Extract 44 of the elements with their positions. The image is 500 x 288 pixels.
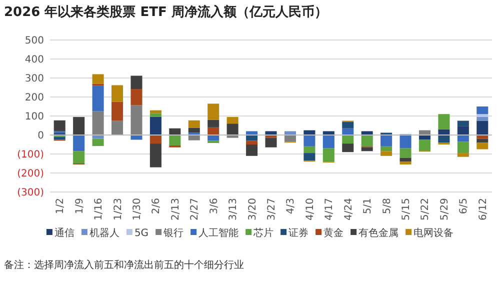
x-tick-label: 5/8 bbox=[382, 198, 393, 214]
legend-label: 电网设备 bbox=[414, 227, 454, 239]
x-tick-label: 2/27 bbox=[190, 198, 201, 220]
text: 备注：选择周净流入前五和净流出前五的十个细分行业 bbox=[4, 259, 244, 271]
y-tick-label: (100) bbox=[17, 150, 44, 160]
legend-label: 通信 bbox=[54, 227, 74, 239]
x-tick-label: 1/30 bbox=[132, 198, 143, 220]
x-tick-label: 3/20 bbox=[247, 198, 258, 220]
y-tick-label: 400 bbox=[24, 54, 44, 66]
x-tick-label: 6/5 bbox=[458, 198, 470, 214]
legend-label: 5G bbox=[134, 228, 149, 239]
y-tick-label: 500 bbox=[24, 36, 44, 46]
legend-label: 证券 bbox=[288, 227, 309, 239]
x-tick-label: 4/10 bbox=[304, 198, 316, 220]
y-tick-label: 0 bbox=[38, 130, 44, 142]
x-tick-label: 3/27 bbox=[266, 198, 278, 220]
x-tick-label: 4/3 bbox=[286, 198, 297, 214]
legend-label: 人工智能 bbox=[198, 227, 239, 239]
x-tick-label: 5/22 bbox=[420, 198, 432, 220]
x-tick-label: 5/1 bbox=[362, 198, 374, 214]
x-tick-label: 3/13 bbox=[228, 198, 240, 220]
x-tick-label: 6/12 bbox=[478, 198, 489, 220]
legend-label: 机器人 bbox=[89, 227, 120, 239]
x-tick-label: 5/15 bbox=[401, 198, 412, 220]
x-tick-label: 4/17 bbox=[324, 198, 336, 220]
y-tick-label: 200 bbox=[24, 92, 44, 104]
legend-label: 有色金属 bbox=[358, 227, 399, 239]
y-tick-label: (300) bbox=[17, 188, 44, 198]
legend-label: 芯片 bbox=[252, 227, 274, 239]
legend-label: 黄金 bbox=[324, 227, 344, 239]
x-tick-label: 2/13 bbox=[170, 198, 182, 220]
x-tick-label: 1/2 bbox=[55, 198, 66, 214]
legend-label: 银行 bbox=[162, 228, 184, 239]
x-tick-label: 2/6 bbox=[151, 198, 162, 214]
x-tick-label: 1/23 bbox=[112, 198, 124, 220]
chart-title: 2026 年以来各类股票 ETF 周净流入额（亿元人民币） bbox=[4, 4, 328, 20]
x-tick-label: 1/9 bbox=[74, 198, 86, 214]
x-tick-label: 4/24 bbox=[343, 198, 354, 220]
x-tick-label: 1/16 bbox=[94, 198, 105, 220]
x-tick-label: 5/29 bbox=[439, 198, 450, 220]
y-tick-label: (200) bbox=[17, 168, 44, 180]
x-tick-label: 3/6 bbox=[208, 198, 220, 214]
y-tick-label: 100 bbox=[24, 112, 44, 122]
y-tick-label: 300 bbox=[24, 74, 44, 84]
